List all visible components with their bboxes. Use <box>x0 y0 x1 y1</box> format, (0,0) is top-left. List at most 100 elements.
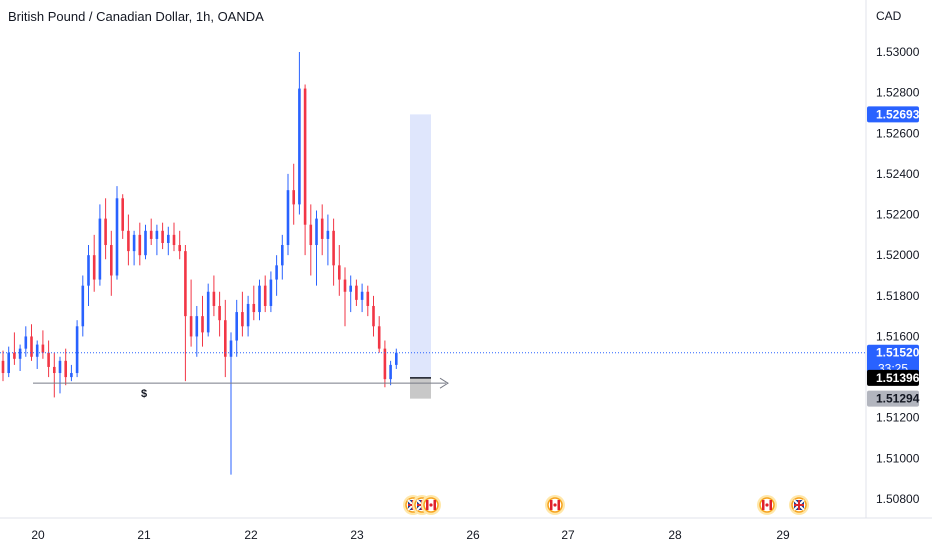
price-tick-label: 1.51800 <box>876 289 920 303</box>
uk-flag-icon[interactable] <box>789 495 809 515</box>
candle-body <box>127 230 130 252</box>
candle-body <box>115 198 119 276</box>
target-price-label-bg <box>867 106 919 123</box>
candle-body <box>241 312 244 327</box>
flag-band <box>557 500 560 510</box>
candle <box>115 186 119 280</box>
candle-body <box>53 366 56 374</box>
candle <box>303 84 307 256</box>
candle <box>206 283 210 337</box>
economic-events[interactable] <box>403 495 809 515</box>
target-zone[interactable] <box>410 114 431 378</box>
candle-body <box>30 336 33 357</box>
flag-band <box>550 500 553 510</box>
long-position-tool[interactable] <box>410 114 431 399</box>
candle <box>47 340 50 378</box>
candle <box>167 226 170 256</box>
candle-body <box>320 218 324 239</box>
candle <box>195 305 199 357</box>
candle-body <box>355 285 358 300</box>
price-tick-label: 1.51600 <box>876 329 920 343</box>
candle <box>377 316 381 353</box>
candle <box>372 295 375 337</box>
price-tick-label: 1.53000 <box>876 45 920 59</box>
candle-body <box>269 279 273 306</box>
canada-flag-icon[interactable] <box>545 495 565 515</box>
target-price-label: 1.52693 <box>876 107 920 121</box>
flag-band <box>426 500 429 510</box>
candle <box>98 204 102 286</box>
price-tick-label: 1.52400 <box>876 167 920 181</box>
candle <box>235 299 238 357</box>
candle-body <box>70 373 73 378</box>
candle-body <box>184 251 187 317</box>
candle <box>286 173 290 256</box>
candle-body <box>178 245 181 252</box>
candle <box>320 204 324 256</box>
candle-body <box>155 230 159 239</box>
candle-body <box>349 285 352 292</box>
candle <box>184 245 187 382</box>
candle <box>298 52 301 215</box>
canada-flag-icon[interactable] <box>757 495 777 515</box>
candle <box>246 295 250 337</box>
candle <box>189 279 193 347</box>
time-axis[interactable]: 20 21 22 23 26 27 28 29 <box>31 528 790 542</box>
candle-body <box>18 348 22 359</box>
candle-body <box>195 316 199 337</box>
candle <box>155 224 159 256</box>
candles <box>1 52 398 475</box>
candle <box>18 344 22 371</box>
candle-body <box>246 303 250 327</box>
price-tick-label: 1.50800 <box>876 492 920 506</box>
candle <box>1 350 5 382</box>
candle-body <box>309 224 313 246</box>
candle-body <box>212 291 216 306</box>
currency-label: CAD <box>876 9 902 23</box>
candle-body <box>24 336 28 349</box>
price-axis[interactable]: 1.53000 1.52800 1.52600 1.52400 1.52200 1.520… <box>876 45 920 506</box>
candle <box>149 218 153 246</box>
candle <box>366 285 370 317</box>
price-tick-label: 1.52800 <box>876 86 920 100</box>
candle <box>53 352 56 398</box>
candle <box>343 267 347 327</box>
candle-body <box>343 279 347 292</box>
canada-flag-icon[interactable] <box>421 495 441 515</box>
candle <box>309 204 313 276</box>
candle <box>389 360 392 386</box>
candle-body <box>377 326 381 349</box>
candle <box>104 198 107 260</box>
candle-body <box>372 305 375 327</box>
candle <box>218 291 221 337</box>
candle-body <box>286 190 290 246</box>
ray-arrow-icon <box>439 377 449 389</box>
time-tick-label: 21 <box>137 528 151 542</box>
candle <box>281 234 284 280</box>
candle-body <box>47 352 50 367</box>
maple-leaf <box>553 503 557 507</box>
candle <box>338 245 341 296</box>
candle <box>70 364 73 382</box>
candle-body <box>389 364 392 380</box>
candle <box>13 332 16 365</box>
last-price-label: 1.51520 <box>876 346 920 360</box>
entry-price-label: 1.51396 <box>876 371 920 385</box>
candle <box>355 279 358 306</box>
candle <box>395 348 398 369</box>
candle <box>269 271 273 313</box>
stop-zone[interactable] <box>410 377 431 399</box>
flag-band <box>433 500 436 510</box>
candle-body <box>235 312 238 341</box>
candle-body <box>315 218 318 246</box>
candle-body <box>383 348 387 380</box>
flag-band <box>762 500 765 510</box>
chart-title: British Pound / Canadian Dollar, 1h, OAN… <box>8 9 264 24</box>
time-tick-label: 29 <box>776 528 790 542</box>
candle-body <box>338 265 341 280</box>
candle-body <box>395 352 398 365</box>
candle-body <box>303 88 307 225</box>
candle-body <box>298 88 301 205</box>
candle <box>263 275 267 313</box>
